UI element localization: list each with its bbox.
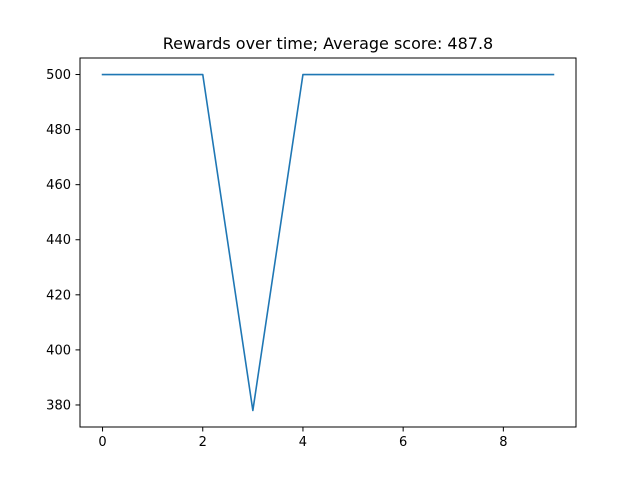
y-tick-label: 440 — [46, 233, 71, 248]
x-tick-label: 8 — [499, 435, 507, 450]
y-tick-label: 420 — [46, 288, 71, 303]
x-tick-label: 4 — [299, 435, 307, 450]
plot-area: 0 2 4 6 8 380 400 420 440 460 480 500 — [46, 57, 577, 450]
series-line-0 — [101, 73, 555, 412]
y-tick-label: 400 — [46, 343, 71, 358]
y-tick-label: 480 — [46, 123, 71, 138]
x-tick-label: 0 — [98, 435, 106, 450]
y-tick-label: 380 — [46, 398, 71, 413]
x-tick-label: 2 — [199, 435, 207, 450]
y-tick-label: 460 — [46, 178, 71, 193]
x-tick-label: 6 — [399, 435, 407, 450]
axes-frame — [79, 57, 577, 428]
y-tick-label: 500 — [46, 68, 71, 83]
chart-title: Rewards over time; Average score: 487.8 — [163, 34, 493, 53]
